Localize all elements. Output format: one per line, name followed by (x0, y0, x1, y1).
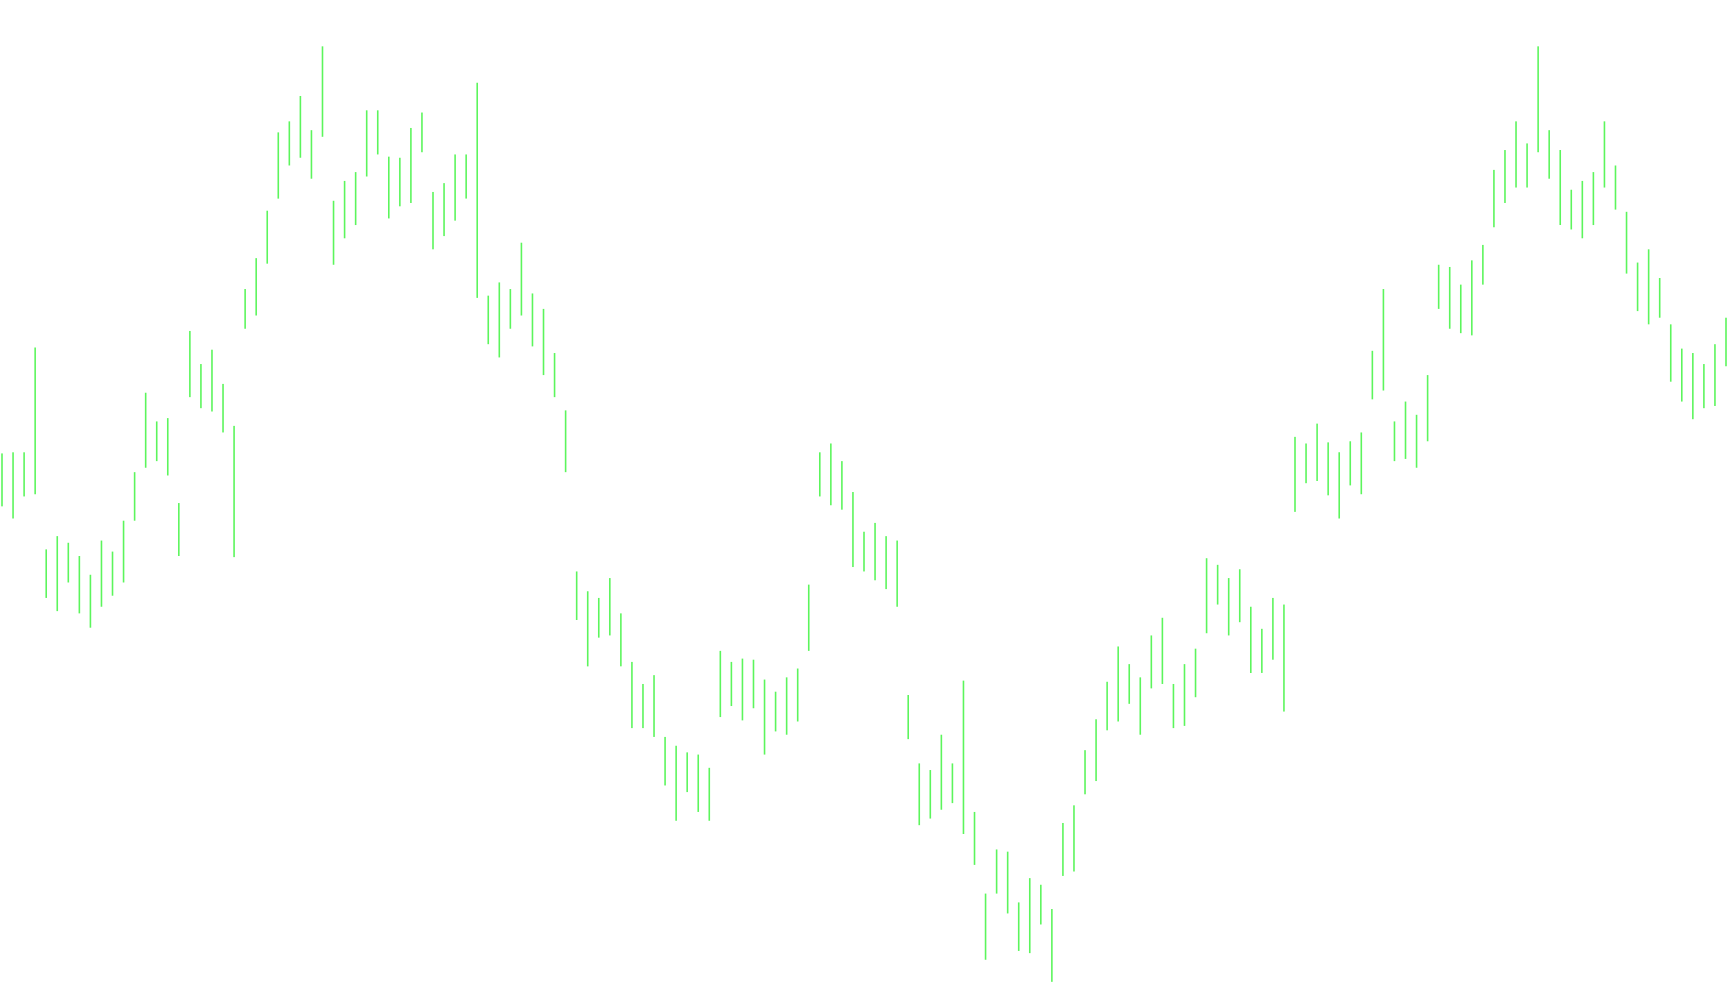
chart (1, 46, 1727, 982)
page: {"chart_data": {"type": "range", "color"… (1, 46, 1727, 982)
